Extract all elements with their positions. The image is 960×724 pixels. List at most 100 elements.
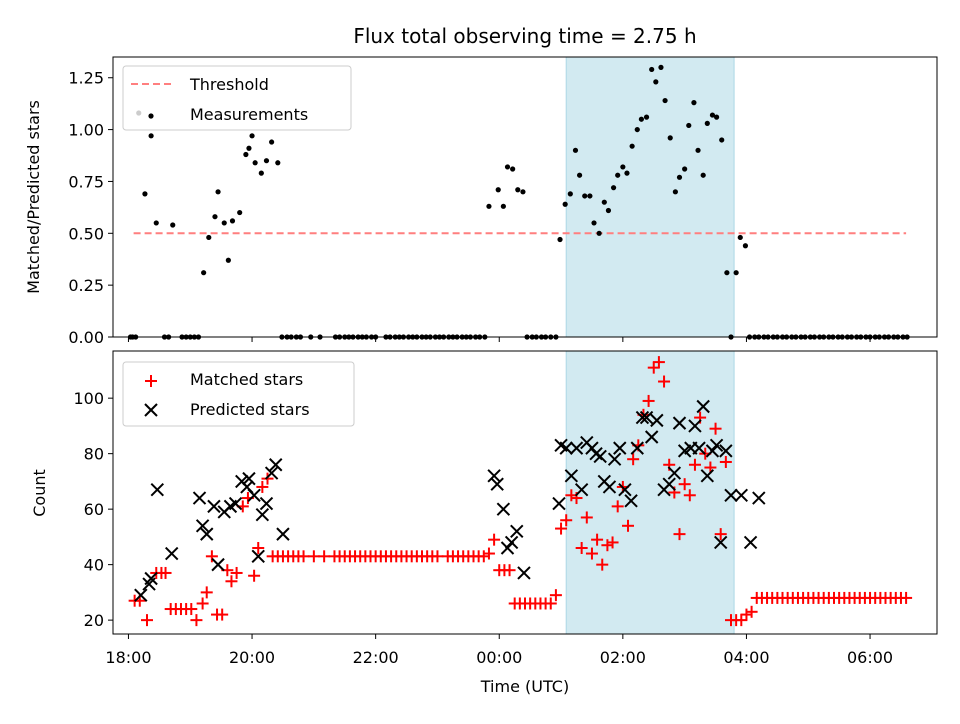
matched-star-point bbox=[252, 541, 265, 554]
predicted-star-mark bbox=[569, 441, 584, 455]
measurement-point bbox=[719, 137, 725, 143]
measurement-point bbox=[252, 160, 258, 166]
predicted-star-point bbox=[696, 399, 710, 414]
measurement-point bbox=[557, 236, 563, 243]
matched-star-point bbox=[622, 519, 634, 532]
chart-title: Flux total observing time = 2.75 h bbox=[353, 24, 696, 48]
predicted-star-point bbox=[607, 452, 622, 466]
predicted-star-point bbox=[228, 496, 243, 511]
measurement-point bbox=[515, 187, 521, 193]
predicted-star-mark bbox=[635, 410, 650, 425]
measurement-point bbox=[653, 79, 659, 85]
measurement-point bbox=[148, 133, 154, 139]
predicted-star-mark bbox=[242, 471, 256, 486]
predicted-star-point bbox=[552, 496, 566, 511]
matched-star-point bbox=[673, 528, 686, 541]
predicted-star-point bbox=[752, 491, 766, 505]
measurement-point bbox=[215, 189, 221, 195]
predicted-star-point bbox=[624, 494, 638, 508]
top-y-tick-label: 0.50 bbox=[68, 224, 104, 243]
measurement-point bbox=[221, 220, 227, 226]
matched-star-point bbox=[196, 597, 209, 610]
predicted-star-mark bbox=[504, 535, 519, 550]
measurement-point bbox=[237, 209, 243, 216]
predicted-star-point bbox=[211, 557, 225, 572]
predicted-star-mark bbox=[195, 519, 210, 533]
top-x-axis-ticks bbox=[127, 337, 871, 342]
matched-star-point bbox=[683, 489, 696, 502]
legend-measurements-label: Measurements bbox=[190, 105, 308, 124]
measurement-point bbox=[486, 203, 492, 209]
predicted-star-point bbox=[602, 480, 617, 494]
predicted-star-mark bbox=[200, 527, 214, 541]
predicted-star-mark bbox=[613, 441, 627, 455]
measurement-point bbox=[634, 126, 640, 133]
matched-star-point bbox=[205, 550, 218, 563]
measurement-point bbox=[624, 170, 630, 176]
matched-star-point bbox=[261, 472, 274, 485]
bottom-y-tick-label: 40 bbox=[84, 556, 104, 575]
top-panel: Flux total observing time = 2.75 h Match… bbox=[24, 24, 938, 347]
predicted-star-point bbox=[207, 499, 221, 514]
legend-predicted-swatch bbox=[144, 403, 158, 417]
matched-star-point bbox=[159, 566, 172, 579]
matched-star-point bbox=[544, 597, 557, 610]
predicted-star-mark bbox=[192, 491, 207, 505]
predicted-star-mark bbox=[700, 469, 715, 483]
predicted-star-mark bbox=[630, 441, 644, 455]
measurement-point bbox=[500, 203, 506, 209]
predicted-star-point bbox=[713, 535, 728, 550]
predicted-star-point bbox=[242, 471, 256, 486]
predicted-star-mark bbox=[276, 527, 290, 541]
predicted-star-point bbox=[200, 527, 214, 541]
predicted-star-mark bbox=[719, 444, 733, 458]
predicted-star-point bbox=[569, 441, 584, 455]
matched-star-point bbox=[719, 455, 732, 468]
matched-star-point bbox=[714, 528, 727, 541]
predicted-star-mark bbox=[607, 452, 622, 466]
matched-star-point bbox=[190, 614, 203, 627]
predicted-star-point bbox=[165, 546, 179, 561]
predicted-star-mark bbox=[490, 477, 504, 491]
predicted-star-point bbox=[618, 483, 632, 497]
matched-star-point bbox=[647, 361, 660, 374]
predicted-star-point bbox=[724, 488, 738, 502]
matched-star-point bbox=[900, 591, 913, 604]
predicted-star-mark bbox=[552, 496, 566, 511]
predicted-star-point bbox=[269, 458, 283, 472]
predicted-star-mark bbox=[259, 496, 274, 511]
matched-star-point bbox=[256, 480, 269, 493]
matched-star-point bbox=[555, 522, 568, 535]
predicted-star-point bbox=[635, 410, 650, 425]
bottom-x-axis-ticks: 18:00 20:00 22:00 00:00 02:00 04:00 06:00 bbox=[105, 634, 893, 667]
top-y-axis-ticks: 0.00 0.25 0.50 0.75 1.00 1.25 bbox=[68, 69, 113, 347]
predicted-star-point bbox=[705, 444, 720, 458]
predicted-star-mark bbox=[667, 466, 682, 480]
predicted-star-point bbox=[264, 466, 279, 480]
top-y-tick-label: 1.00 bbox=[68, 121, 104, 140]
measurement-point bbox=[596, 230, 602, 236]
predicted-star-mark bbox=[602, 480, 617, 494]
predicted-star-mark bbox=[165, 546, 179, 561]
x-axis-label: Time (UTC) bbox=[480, 677, 569, 696]
measurement-point bbox=[587, 193, 593, 199]
predicted-star-mark bbox=[734, 488, 749, 502]
measurement-point bbox=[153, 220, 159, 226]
x-tick-label: 00:00 bbox=[476, 648, 522, 667]
legend-matched-swatch bbox=[145, 375, 157, 387]
matched-star-point bbox=[575, 541, 588, 554]
measurement-point bbox=[567, 191, 573, 197]
predicted-star-mark bbox=[134, 588, 148, 602]
predicted-star-mark bbox=[487, 469, 501, 483]
matched-star-point bbox=[549, 589, 562, 602]
matched-star-point bbox=[216, 608, 229, 621]
x-tick-label: 02:00 bbox=[600, 648, 646, 667]
measurement-point bbox=[695, 147, 701, 153]
predicted-star-point bbox=[613, 441, 627, 455]
measurement-point bbox=[229, 218, 236, 224]
matched-star-point bbox=[735, 614, 748, 627]
measurement-point bbox=[610, 185, 617, 191]
top-axes-frame bbox=[112, 56, 938, 338]
measurement-point bbox=[576, 172, 583, 178]
measurement-point bbox=[724, 270, 730, 276]
